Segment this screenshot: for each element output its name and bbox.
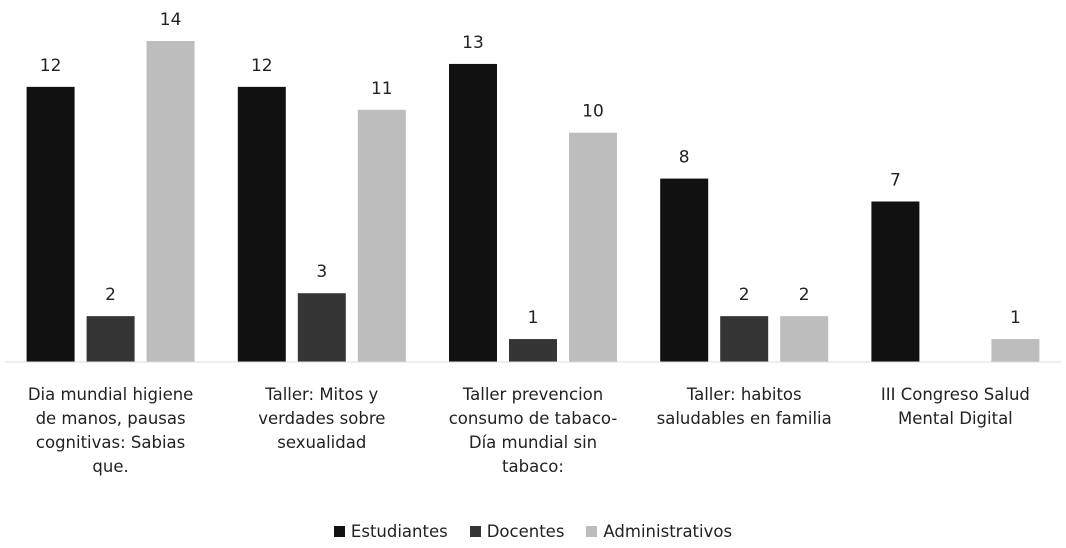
x-tick-label: Taller prevencion consumo de tabaco- Día… xyxy=(448,385,618,476)
bar xyxy=(569,132,617,362)
bar xyxy=(660,178,709,362)
legend-label: Administrativos xyxy=(603,522,733,541)
bar xyxy=(449,63,497,363)
legend-item: Administrativos xyxy=(586,522,732,541)
legend-swatch xyxy=(469,526,481,537)
bar xyxy=(26,86,75,362)
legend-label: Estudiantes xyxy=(350,522,448,541)
bar xyxy=(357,109,406,363)
value-label: 7 xyxy=(890,171,901,191)
bar xyxy=(991,339,1040,362)
bar xyxy=(237,86,286,362)
value-label: 8 xyxy=(679,148,690,168)
x-tick-label: Taller: habitos saludables en familia xyxy=(656,385,832,428)
legend-swatch xyxy=(333,526,345,537)
value-label: 12 xyxy=(40,56,62,76)
value-label: 12 xyxy=(251,56,273,76)
bar xyxy=(780,316,829,362)
value-label: 1 xyxy=(1010,308,1021,328)
bar xyxy=(871,201,920,362)
x-tick-label: Dia mundial higiene de manos, pausas cog… xyxy=(27,385,194,476)
value-label: 2 xyxy=(105,285,116,305)
bar xyxy=(86,316,135,362)
legend-swatch xyxy=(586,526,598,537)
value-label: 10 xyxy=(582,102,604,122)
value-label: 11 xyxy=(371,79,393,99)
value-label: 2 xyxy=(739,285,750,305)
bar xyxy=(720,316,769,362)
value-label: 3 xyxy=(316,262,327,282)
bar xyxy=(146,41,195,362)
value-label: 1 xyxy=(528,308,539,328)
x-tick-label: III Congreso Salud Mental Digital xyxy=(880,385,1030,428)
legend: Estudiantes Docentes Administrativos xyxy=(0,522,1066,541)
legend-item: Estudiantes xyxy=(333,522,448,541)
value-label: 2 xyxy=(799,285,810,305)
bar xyxy=(509,339,557,362)
legend-item: Docentes xyxy=(469,522,565,541)
legend-label: Docentes xyxy=(486,522,565,541)
value-label: 13 xyxy=(462,33,484,53)
value-label: 14 xyxy=(160,10,182,30)
bar xyxy=(297,293,346,362)
x-tick-label: Taller: Mitos y verdades sobre sexualida… xyxy=(258,385,386,452)
